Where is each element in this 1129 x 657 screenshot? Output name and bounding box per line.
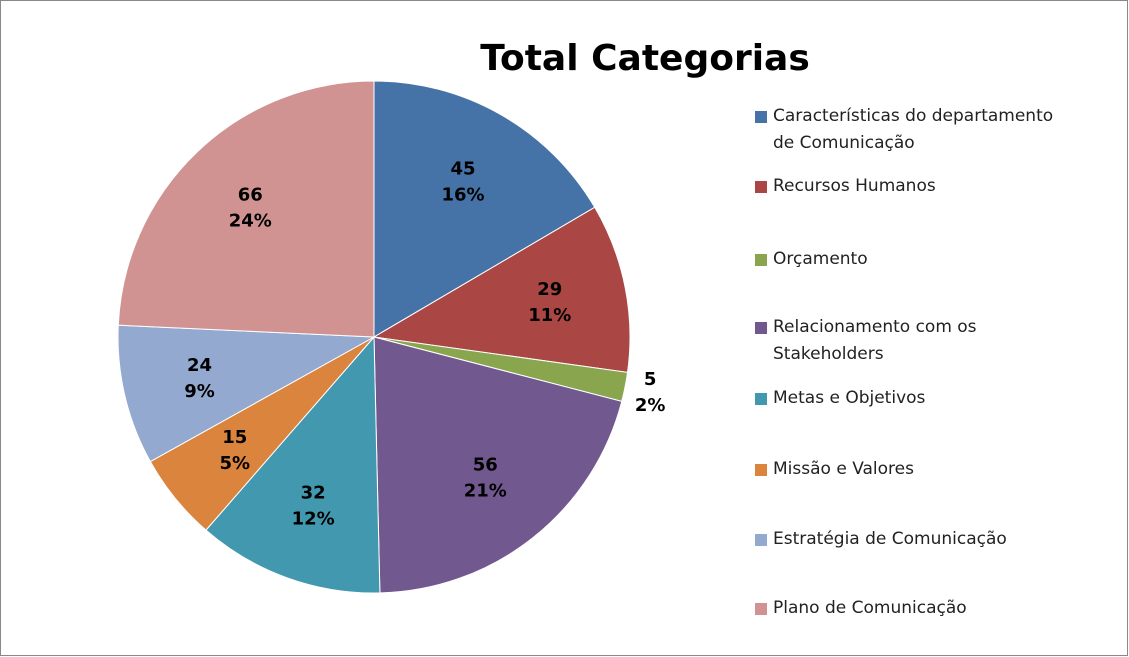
pie-slice (117, 80, 375, 338)
legend-swatch (755, 603, 767, 615)
legend-label: Plano de Comunicação (773, 598, 967, 618)
pie-slice (373, 336, 623, 594)
legend-item: Orçamento (755, 246, 1055, 273)
percent-label: 11% (528, 305, 571, 326)
pie-slice (373, 80, 596, 338)
data-label: 5 (644, 369, 657, 390)
legend-item: Recursos Humanos (755, 173, 1055, 200)
legend-label: Recursos Humanos (773, 176, 936, 196)
percent-label: 21% (464, 480, 507, 501)
legend-item: Plano de Comunicação (755, 595, 1055, 622)
legend-item: Características do departamento de Comun… (755, 103, 1055, 157)
percent-label: 24% (229, 210, 272, 231)
percent-label: 12% (292, 509, 335, 530)
legend-swatch (755, 254, 767, 266)
legend-label: Missão e Valores (773, 459, 914, 479)
legend-item: Relacionamento com os Stakeholders (755, 314, 1055, 368)
legend-swatch (755, 464, 767, 476)
percent-label: 9% (184, 381, 215, 402)
legend-label: Orçamento (773, 249, 868, 269)
legend-label: Relacionamento com os Stakeholders (773, 317, 977, 364)
pie-slice (117, 324, 376, 463)
percent-label: 16% (441, 184, 484, 205)
legend-label: Características do departamento de Comun… (773, 106, 1054, 153)
legend-swatch (755, 111, 767, 123)
data-label: 56 (473, 454, 498, 475)
pie-slice (205, 335, 381, 594)
data-label: 66 (238, 184, 263, 205)
legend-swatch (755, 181, 767, 193)
legend-label: Estratégia de Comunicação (773, 529, 1007, 549)
data-label: 15 (222, 427, 247, 448)
data-label: 24 (187, 355, 212, 376)
legend-item: Metas e Objetivos (755, 385, 1055, 412)
percent-label: 5% (220, 453, 251, 474)
legend-swatch (755, 534, 767, 546)
data-label: 45 (450, 158, 475, 179)
percent-label: 2% (635, 395, 666, 416)
chart-title: Total Categorias (480, 38, 810, 79)
legend-item: Estratégia de Comunicação (755, 526, 1055, 553)
legend-item: Missão e Valores (755, 456, 1055, 483)
data-label: 29 (537, 279, 562, 300)
data-label: 32 (301, 483, 326, 504)
legend-swatch (755, 393, 767, 405)
legend-label: Metas e Objetivos (773, 388, 926, 408)
pie-slice (372, 206, 631, 373)
legend-swatch (755, 322, 767, 334)
